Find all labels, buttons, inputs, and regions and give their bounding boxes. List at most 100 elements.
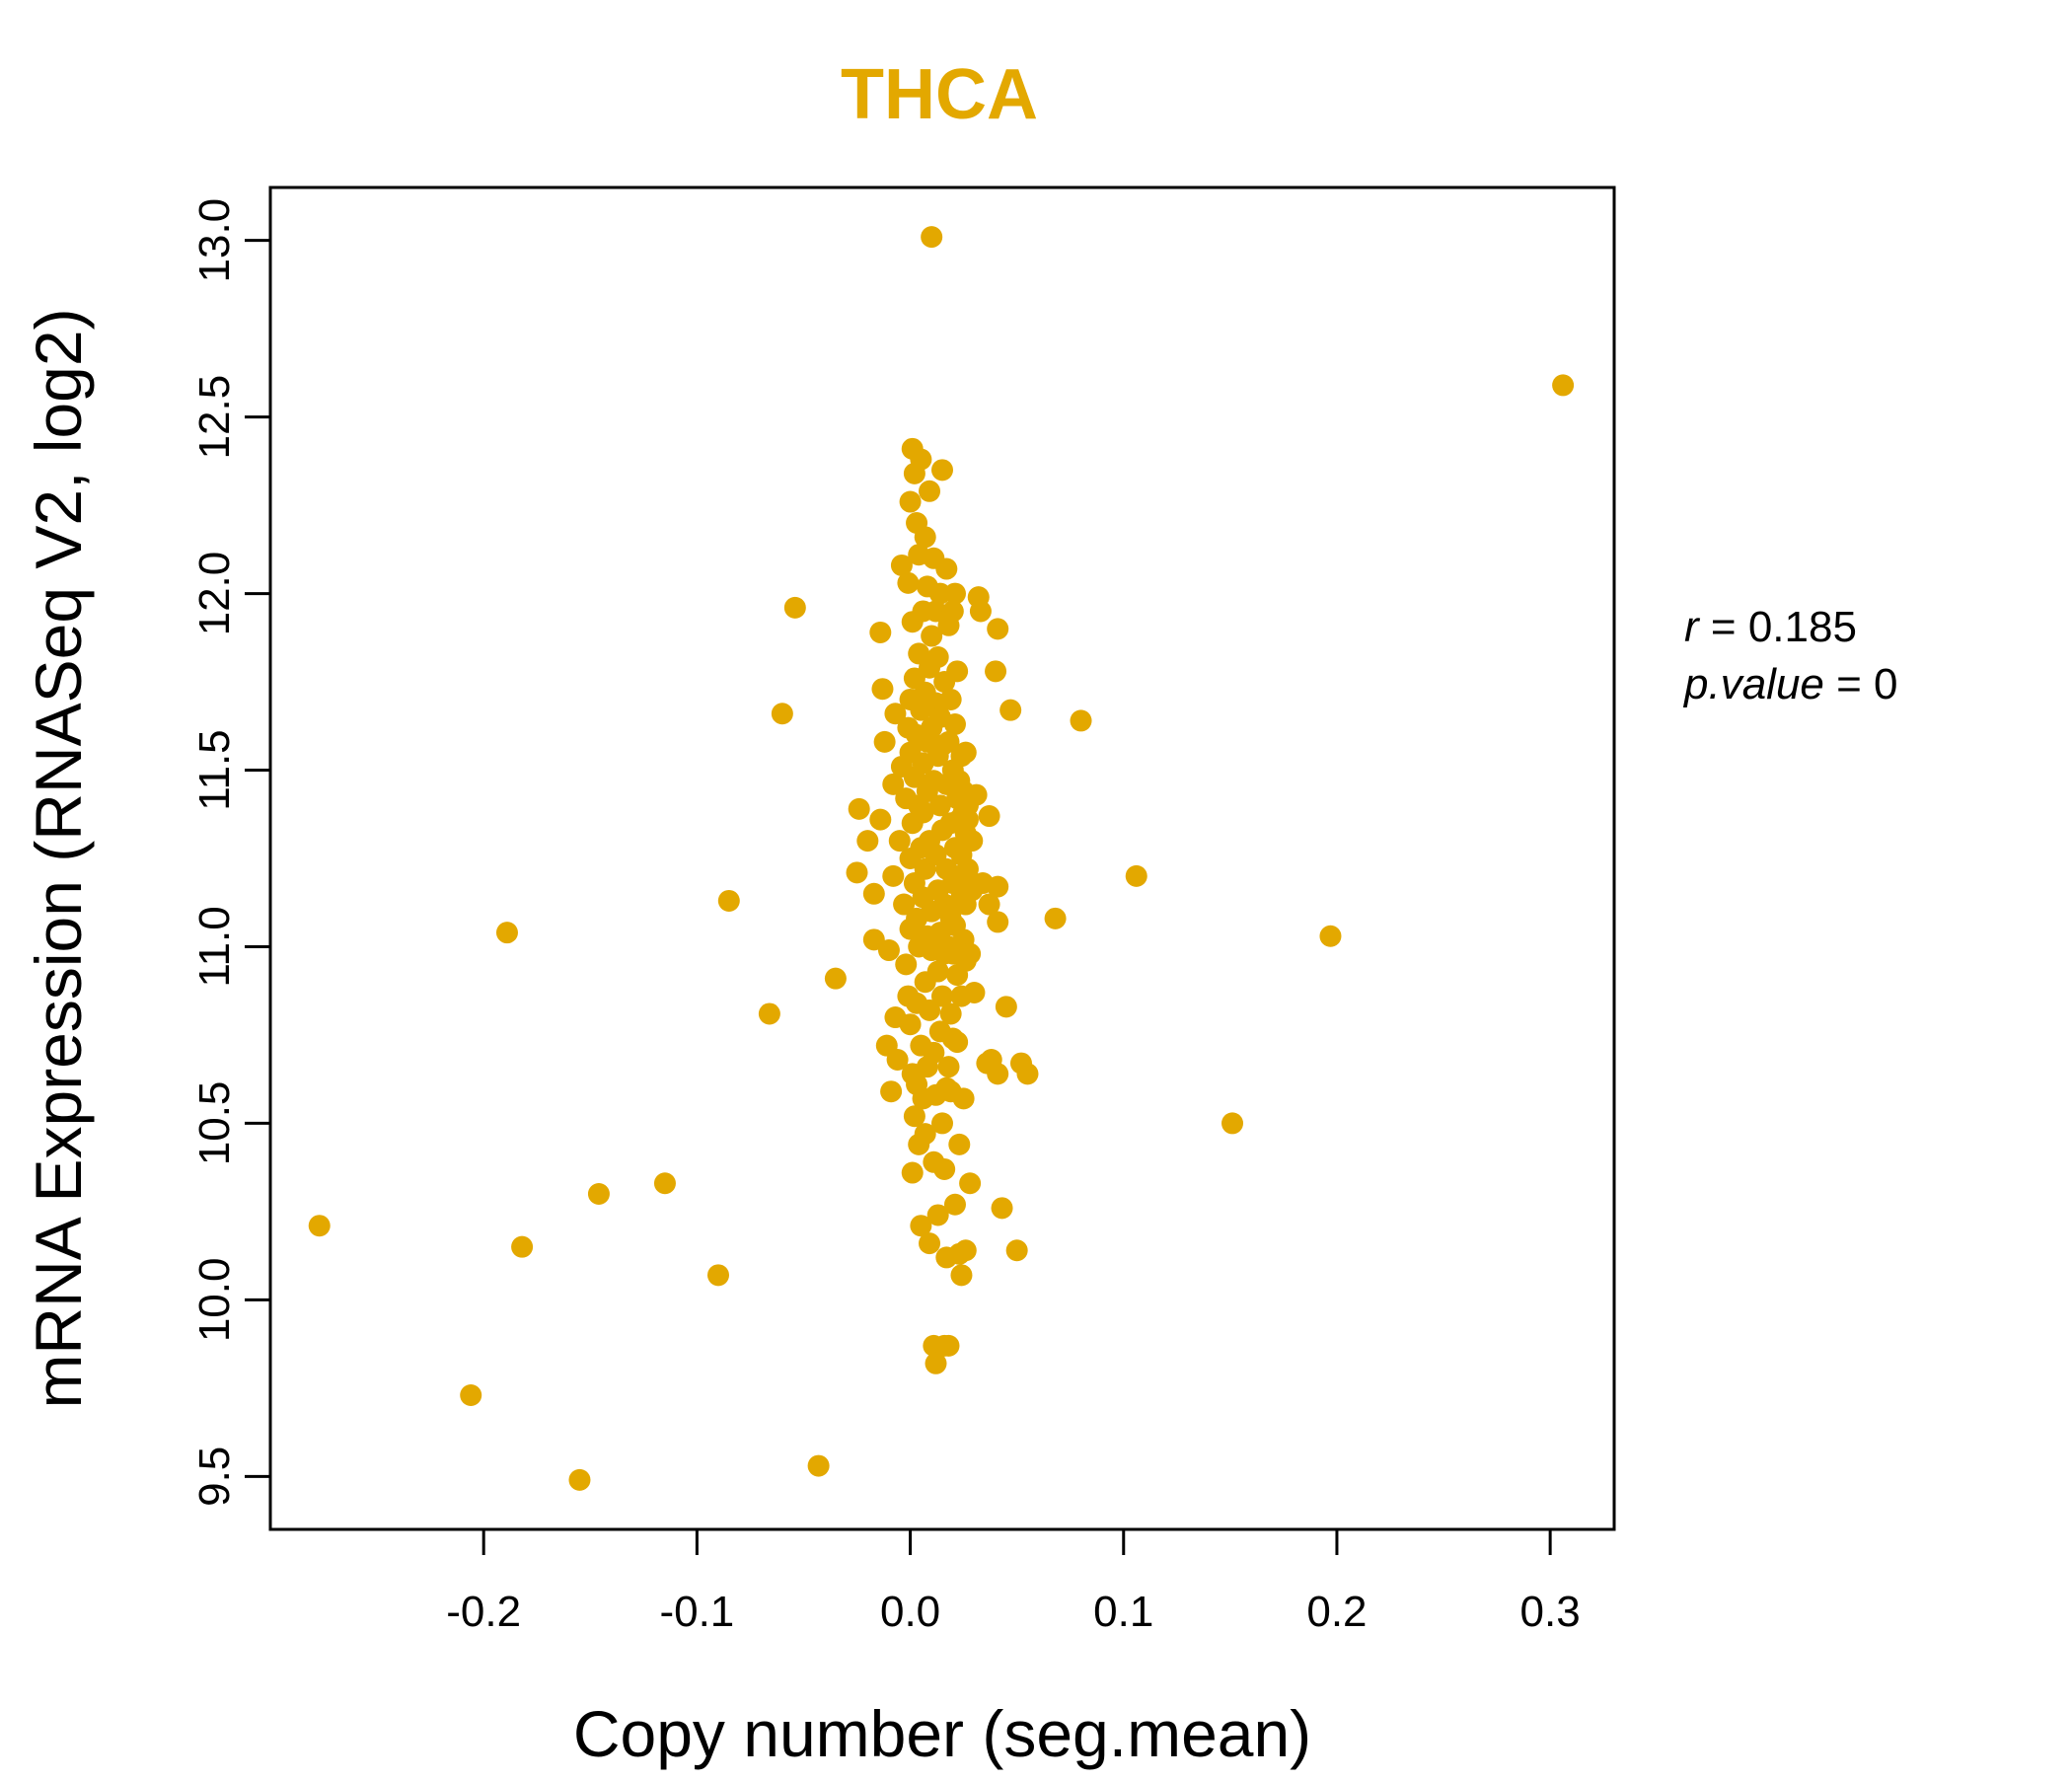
data-point: [895, 953, 918, 976]
x-axis: -0.2 -0.1 0.0 0.1 0.2 0.3: [446, 1527, 1581, 1636]
data-point: [943, 713, 966, 735]
data-point: [987, 1063, 1009, 1085]
data-point: [956, 857, 979, 880]
data-point: [954, 1239, 977, 1262]
data-point: [495, 922, 518, 944]
data-point: [950, 1264, 973, 1287]
p-value-stat: p.value = 0: [1682, 660, 1898, 708]
data-point: [987, 875, 1009, 898]
data-point: [959, 942, 982, 965]
data-point: [568, 1468, 591, 1491]
data-point: [921, 226, 943, 249]
data-point: [869, 808, 892, 831]
data-point: [880, 1080, 903, 1103]
data-point: [928, 794, 951, 817]
r-label: r: [1684, 603, 1701, 651]
data-point: [783, 596, 806, 619]
data-point: [935, 557, 958, 580]
y-tick-label: 13.0: [190, 198, 239, 283]
data-point: [910, 1215, 932, 1237]
y-tick-label: 9.5: [190, 1447, 239, 1507]
p-value: 0: [1874, 660, 1897, 708]
data-point: [954, 741, 977, 764]
data-point: [961, 830, 984, 853]
data-point: [928, 582, 951, 605]
data-point: [587, 1183, 610, 1205]
data-point: [707, 1264, 729, 1287]
data-point: [919, 480, 941, 502]
data-point: [910, 448, 932, 471]
data-point: [460, 1384, 482, 1406]
data-point: [946, 660, 969, 683]
data-point: [995, 996, 1017, 1018]
data-point: [923, 1041, 945, 1064]
data-point: [914, 1123, 936, 1146]
data-point: [897, 571, 920, 594]
data-point: [653, 1172, 676, 1195]
y-tick-label: 11.0: [190, 906, 239, 987]
data-point: [758, 1002, 780, 1025]
data-point: [511, 1235, 534, 1258]
data-point: [931, 459, 953, 482]
r-value: 0.185: [1748, 603, 1857, 651]
y-tick-label: 12.0: [190, 552, 239, 636]
chart-title: THCA: [841, 55, 1038, 134]
y-axis-label: mRNA Expression (RNASeq V2, log2): [22, 308, 95, 1408]
data-point: [926, 1204, 949, 1226]
data-point: [914, 526, 936, 549]
data-point: [965, 783, 988, 806]
y-tick-label: 10.5: [190, 1081, 239, 1166]
data-point: [1044, 907, 1067, 929]
x-tick-label: -0.1: [659, 1588, 734, 1636]
r-stat: r = 0.185: [1684, 603, 1857, 651]
data-point: [846, 861, 868, 884]
data-point: [901, 1161, 924, 1184]
data-point: [1125, 864, 1147, 887]
data-point: [925, 1352, 947, 1374]
x-tick-label: 0.0: [880, 1588, 940, 1636]
data-point: [882, 773, 905, 795]
data-point: [912, 801, 934, 824]
data-point: [884, 703, 907, 725]
data-point: [946, 1031, 969, 1054]
data-points: [308, 226, 1575, 1491]
data-point: [937, 1056, 960, 1078]
data-point: [969, 600, 992, 623]
data-point: [978, 805, 1000, 828]
y-tick-label: 11.5: [190, 729, 239, 810]
data-point: [903, 1105, 925, 1128]
x-axis-label: Copy number (seg.mean): [573, 1697, 1311, 1770]
data-point: [991, 1197, 1013, 1220]
data-point: [807, 1454, 830, 1477]
data-point: [963, 982, 986, 1003]
data-point: [921, 625, 943, 647]
data-point: [899, 1013, 922, 1036]
data-point: [824, 967, 847, 990]
data-point: [886, 1049, 909, 1071]
data-point: [941, 600, 964, 623]
data-point: [987, 911, 1009, 933]
data-point: [943, 582, 966, 605]
data-point: [931, 985, 953, 1007]
data-point: [978, 893, 1000, 916]
data-point: [999, 699, 1022, 721]
data-point: [919, 1232, 941, 1255]
data-point: [985, 660, 1007, 683]
data-point: [959, 1172, 982, 1195]
y-tick-label: 10.0: [190, 1258, 239, 1343]
data-point: [956, 808, 979, 831]
data-point: [926, 646, 949, 668]
y-axis: 9.5 10.0 10.5 11.0 11.5 12.0 12.5 13.0: [190, 198, 272, 1507]
data-point: [943, 1193, 966, 1216]
x-tick-label: 0.3: [1520, 1588, 1581, 1636]
data-point: [771, 703, 793, 725]
data-point: [1005, 1239, 1028, 1262]
x-tick-label: 0.1: [1093, 1588, 1153, 1636]
data-point: [848, 797, 870, 820]
x-tick-label: -0.2: [446, 1588, 521, 1636]
data-point: [987, 618, 1009, 640]
data-point: [919, 999, 941, 1021]
data-point: [952, 1087, 975, 1110]
data-point: [926, 960, 949, 983]
